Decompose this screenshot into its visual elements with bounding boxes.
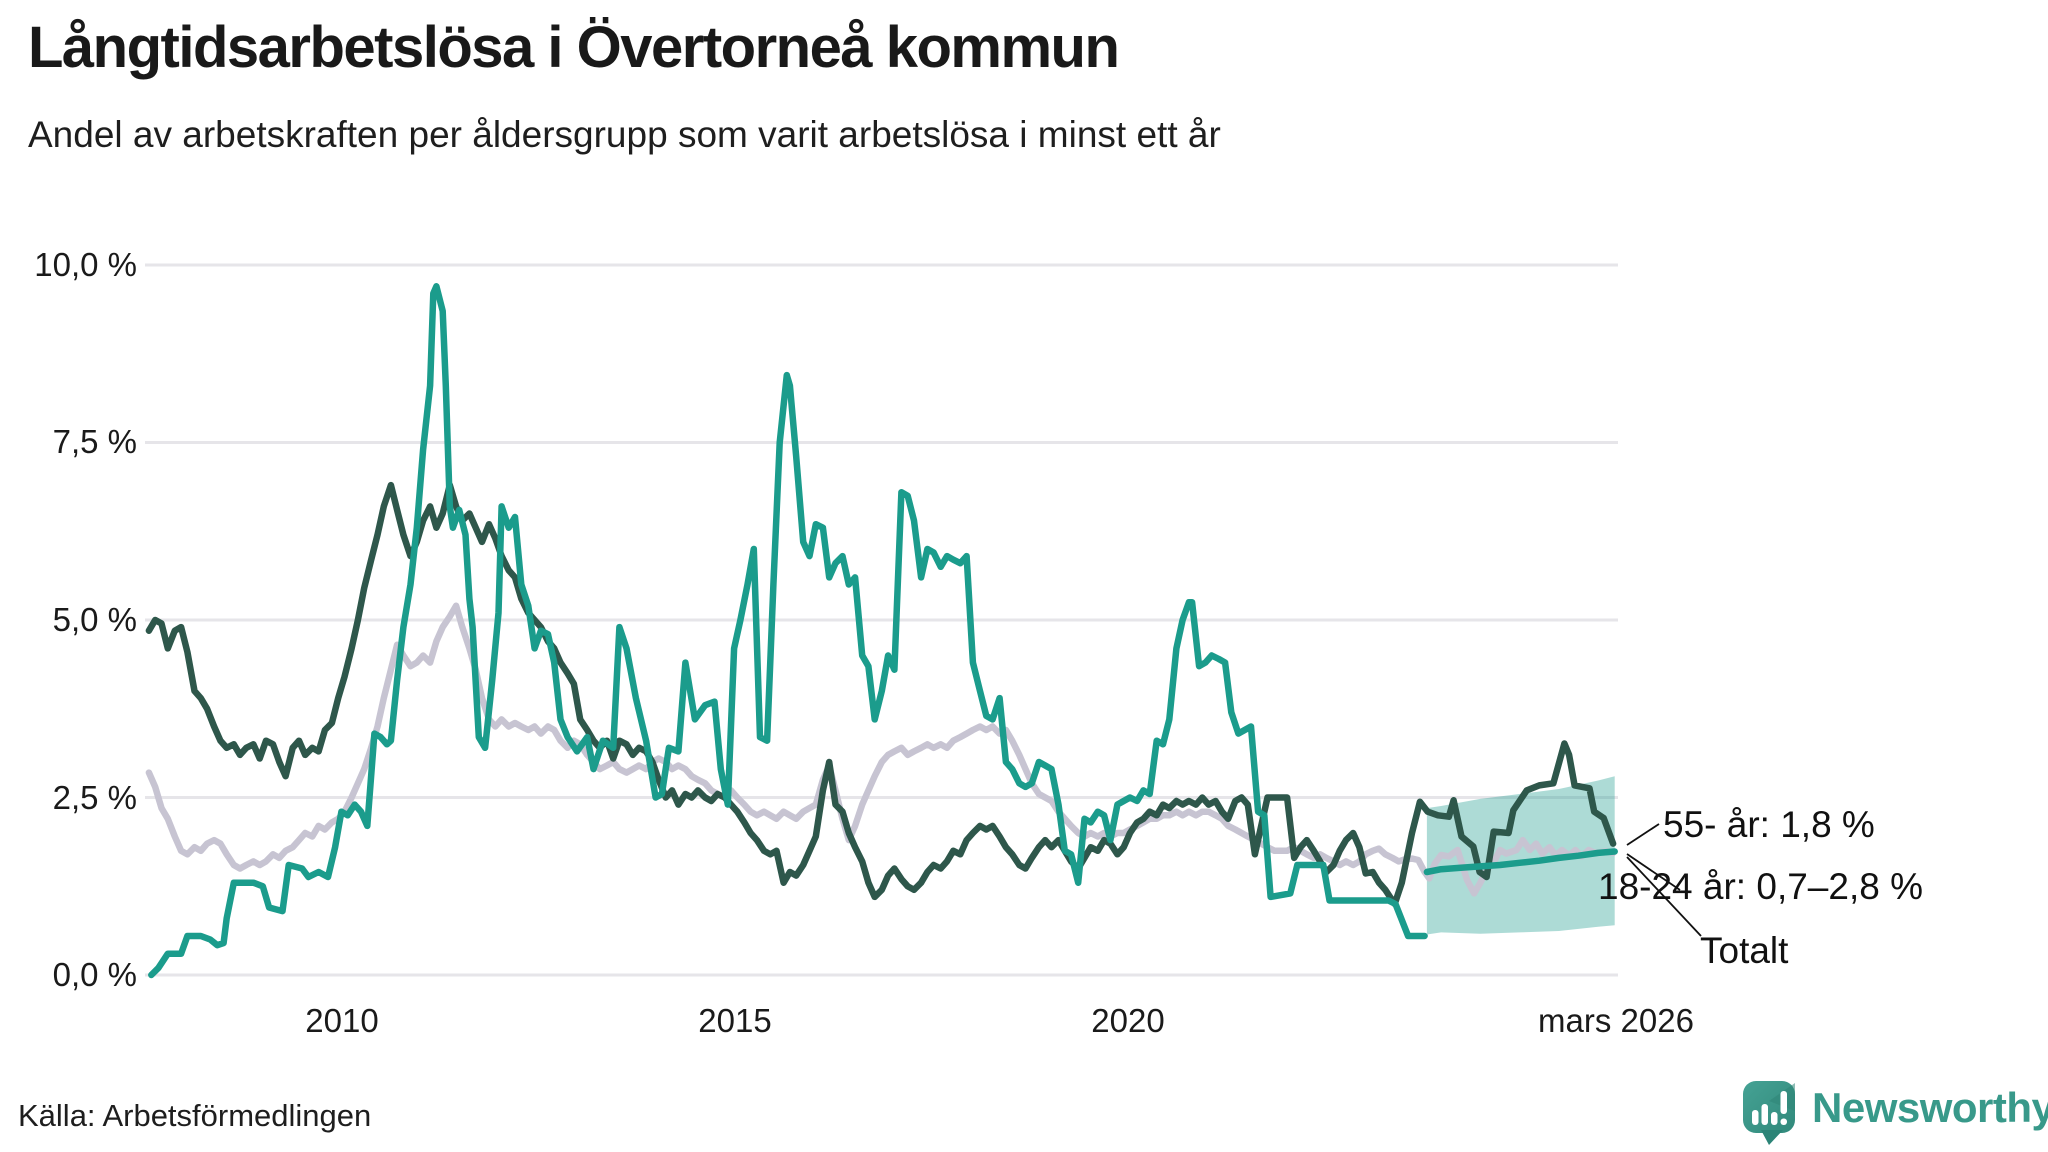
end-label-18-24-ar: 18-24 år: 0,7–2,8 % xyxy=(1598,866,1923,907)
x-axis-tick-2020: 2020 xyxy=(1091,1002,1165,1039)
leader-line-totalt xyxy=(1626,856,1702,937)
series-line-18-24-ar xyxy=(148,283,1428,979)
newsworthy-wordmark: Newsworthy xyxy=(1812,1084,2048,1131)
y-axis-tick-0: 0,0 % xyxy=(52,956,137,993)
annotation-leader-lines xyxy=(1626,823,1702,937)
end-label-55-ar: 55- år: 1,8 % xyxy=(1663,804,1875,845)
series-line-totalt xyxy=(145,602,1617,897)
series-line-18-24-ar-forecast xyxy=(1423,848,1618,876)
leader-line-55-ar xyxy=(1626,823,1660,846)
x-axis-tick-mars-2026: mars 2026 xyxy=(1538,1002,1694,1039)
y-axis-tick-7-5: 7,5 % xyxy=(52,423,137,460)
end-label-totalt: Totalt xyxy=(1700,930,1789,971)
newsworthy-brand: Newsworthy xyxy=(1742,1076,2048,1146)
gridlines xyxy=(145,263,1618,977)
newsworthy-logo-icon xyxy=(1743,1081,1795,1145)
series-line-55-ar xyxy=(145,481,1617,908)
y-axis-tick-5: 5,0 % xyxy=(52,601,137,638)
y-axis-tick-2-5: 2,5 % xyxy=(52,779,137,816)
page-title: Långtidsarbetslösa i Övertorneå kommun xyxy=(28,15,1120,80)
y-axis-tick-10: 10,0 % xyxy=(34,246,137,283)
source-credit: Källa: Arbetsförmedlingen xyxy=(18,1098,372,1133)
page-subtitle: Andel av arbetskraften per åldersgrupp s… xyxy=(28,114,1221,155)
x-axis-tick-2010: 2010 xyxy=(305,1002,379,1039)
leader-line-18-24-ar xyxy=(1626,853,1681,891)
x-axis-tick-2015: 2015 xyxy=(698,1002,772,1039)
